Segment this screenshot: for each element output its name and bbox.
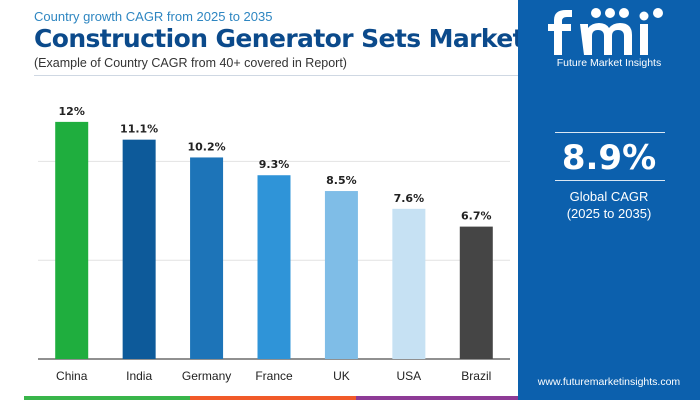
bar-china — [55, 121, 89, 359]
website-link[interactable]: www.futuremarketinsights.com — [537, 376, 681, 388]
category-label-brazil: Brazil — [461, 369, 491, 383]
global-cagr-value: 8.9% — [561, 138, 657, 178]
global-cagr-label: Global CAGR — [569, 189, 649, 204]
category-label-china: China — [56, 369, 88, 383]
bars — [55, 121, 493, 359]
value-label-brazil: 6.7% — [461, 210, 492, 223]
value-label-india: 11.1% — [120, 123, 158, 136]
value-label-usa: 7.6% — [394, 192, 425, 205]
category-labels: China India Germany France UK USA Brazil — [56, 369, 491, 383]
chart-subtitle-top: Country growth CAGR from 2025 to 2035 — [34, 9, 273, 24]
footer-bar-purple — [356, 396, 518, 400]
bar-germany — [190, 157, 224, 359]
kpi-bottom-rule — [555, 180, 665, 181]
chart-title: Construction Generator Sets Market — [34, 24, 525, 53]
category-label-india: India — [126, 369, 152, 383]
value-label-germany: 10.2% — [187, 140, 225, 153]
fmi-logo — [548, 8, 663, 55]
bar-france — [257, 175, 291, 359]
footer-bar-green — [24, 396, 190, 400]
value-label-uk: 8.5% — [326, 174, 357, 187]
bar-usa — [392, 208, 426, 359]
value-labels: 12% 11.1% 10.2% 9.3% 8.5% 7.6% 6.7% — [59, 105, 492, 223]
global-cagr-period: (2025 to 2035) — [566, 206, 652, 221]
bar-chart: 12% 11.1% 10.2% 9.3% 8.5% 7.6% 6.7% China India… — [38, 105, 510, 383]
footer-bar-orange — [190, 396, 356, 400]
logo-text: Future Market Insights — [556, 57, 662, 69]
chart-subtitle-bottom: (Example of Country CAGR from 40+ covere… — [34, 56, 347, 70]
bar-brazil — [459, 226, 493, 359]
category-label-france: France — [255, 369, 293, 383]
value-label-china: 12% — [59, 105, 85, 118]
bar-uk — [324, 191, 358, 359]
value-label-france: 9.3% — [259, 158, 290, 171]
category-label-germany: Germany — [182, 369, 231, 383]
kpi-top-rule — [555, 132, 665, 133]
summary-sidebar: Future Market Insights 8.9% Global CAGR … — [518, 0, 700, 400]
bar-india — [122, 139, 156, 359]
chart-panel: Country growth CAGR from 2025 to 2035 Co… — [24, 9, 525, 400]
header-divider — [34, 75, 518, 76]
category-label-usa: USA — [397, 369, 422, 383]
category-label-uk: UK — [333, 369, 350, 383]
